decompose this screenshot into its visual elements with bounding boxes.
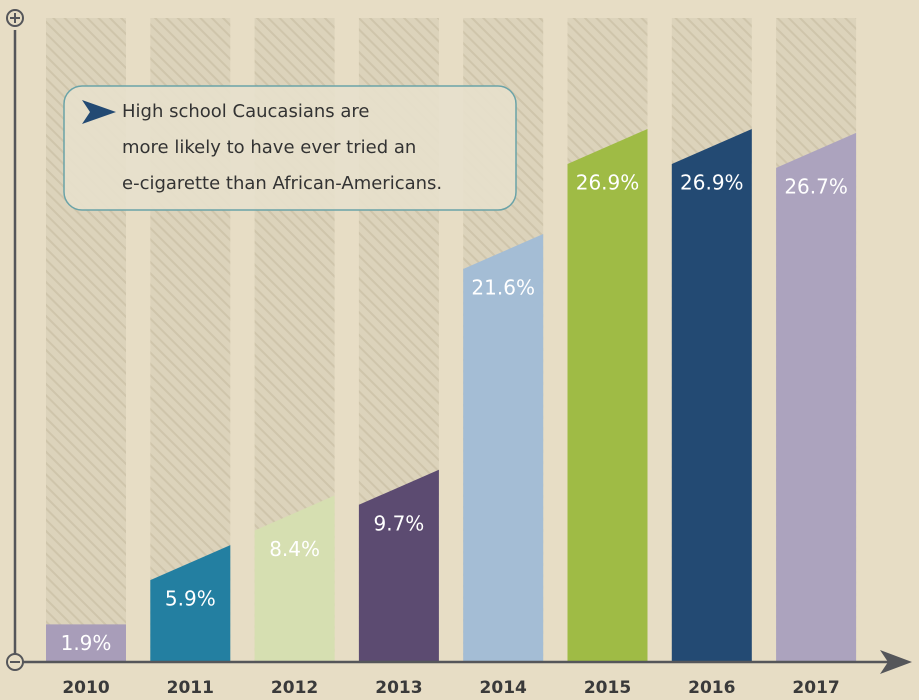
bar <box>463 233 544 663</box>
annotation: High school Caucasians are more likely t… <box>63 85 517 211</box>
bar <box>567 128 648 662</box>
bar <box>150 545 231 662</box>
value-label: 26.7% <box>784 174 848 198</box>
annotation-line: High school Caucasians are <box>122 101 369 122</box>
bar <box>254 495 335 662</box>
bar <box>776 132 857 663</box>
x-tick-label: 2015 <box>584 678 631 698</box>
value-label: 5.9% <box>165 587 216 611</box>
labels: 1.9% 2010 5.9% 2011 8.4% 2012 9.7% 2013 21.6% 201… <box>61 170 848 698</box>
annotation-line: more likely to have ever tried an <box>122 137 416 158</box>
value-label: 1.9% <box>61 631 112 655</box>
bar <box>671 128 752 662</box>
plus-icon <box>6 9 24 27</box>
annotation-box <box>63 85 517 211</box>
annotation-line: e-cigarette than African-Americans. <box>122 173 442 194</box>
annotation-arrow <box>82 100 116 124</box>
x-tick-label: 2013 <box>375 678 422 698</box>
x-axis-arrow <box>880 650 912 674</box>
x-tick-label: 2016 <box>688 678 735 698</box>
x-tick-label: 2012 <box>271 678 318 698</box>
value-label: 9.7% <box>373 511 424 535</box>
x-tick-label: 2011 <box>167 678 214 698</box>
bar <box>358 469 439 662</box>
x-tick-label: 2017 <box>792 678 839 698</box>
value-label: 21.6% <box>471 275 535 299</box>
minus-icon <box>6 653 24 671</box>
value-label: 26.9% <box>576 170 640 194</box>
value-label: 26.9% <box>680 170 744 194</box>
x-tick-label: 2010 <box>62 678 109 698</box>
x-tick-label: 2014 <box>480 678 527 698</box>
bar <box>46 624 126 662</box>
bars <box>46 128 857 663</box>
value-label: 8.4% <box>269 537 320 561</box>
